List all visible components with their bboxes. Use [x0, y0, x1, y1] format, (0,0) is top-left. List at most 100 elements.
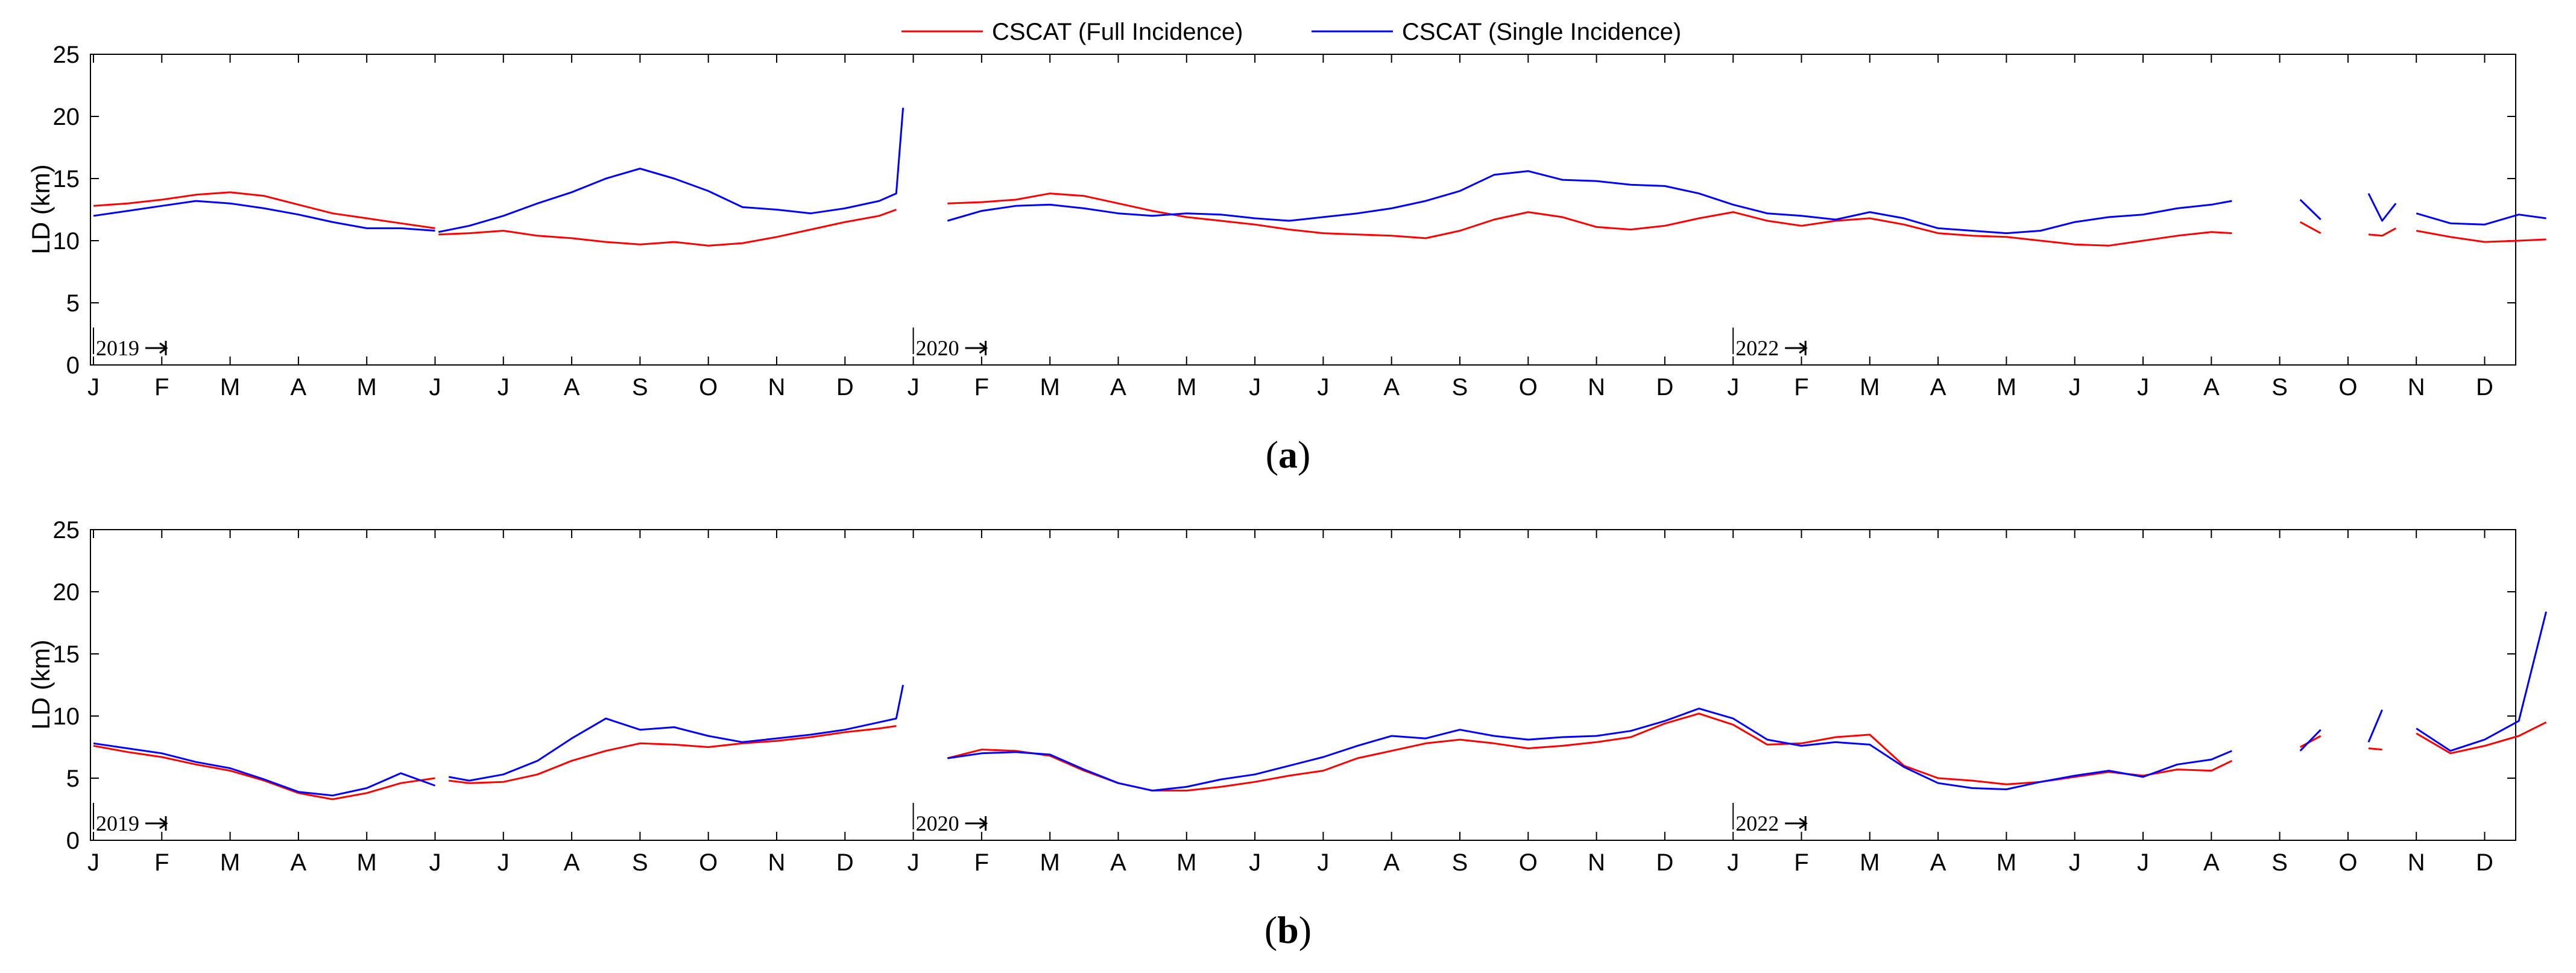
x-tick-label: O: [699, 849, 718, 876]
x-tick-label: O: [699, 374, 718, 401]
year-marker-label: 2020: [916, 811, 959, 835]
x-tick-label: A: [2203, 849, 2220, 876]
series-line-single-incidence: [448, 685, 904, 782]
x-tick-label: D: [1656, 849, 1673, 876]
x-tick-label: F: [1794, 849, 1808, 876]
x-tick-label: J: [497, 849, 510, 876]
caption-close-paren: ): [1299, 908, 1312, 951]
y-tick-label: 10: [53, 228, 80, 255]
series-line-single-incidence: [2299, 729, 2322, 752]
series-line-full-incidence: [2368, 227, 2396, 237]
year-marker-label: 2022: [1735, 336, 1779, 360]
x-tick-label: F: [974, 849, 989, 876]
x-tick-label: N: [2408, 374, 2425, 401]
year-arrow: [145, 816, 168, 831]
x-tick-label: J: [1317, 849, 1329, 876]
series-line-full-incidence: [2416, 230, 2546, 243]
x-tick-label: S: [2271, 374, 2288, 401]
x-tick-label: F: [974, 374, 989, 401]
y-tick-label: 25: [53, 517, 80, 544]
series-line-full-incidence: [449, 725, 897, 784]
series-line-full-incidence: [947, 712, 2232, 792]
x-tick-label: J: [87, 374, 99, 401]
y-tick-label: 15: [53, 641, 80, 668]
x-tick-label: N: [768, 849, 786, 876]
x-tick-label: M: [1176, 374, 1196, 401]
x-tick-label: D: [2476, 374, 2493, 401]
legend: CSCAT (Full Incidence) CSCAT (Single Inc…: [901, 19, 1681, 45]
x-tick-label: D: [1656, 374, 1673, 401]
series-line-full-incidence: [947, 192, 2232, 247]
x-tick-label: N: [1588, 849, 1605, 876]
year-marker-label: 2022: [1735, 811, 1779, 835]
x-tick-label: J: [87, 849, 99, 876]
x-tick-label: S: [1452, 374, 1468, 401]
x-tick-label: M: [357, 849, 377, 876]
x-tick-label: O: [2338, 374, 2357, 401]
x-tick-label: J: [497, 374, 510, 401]
caption-letter: b: [1277, 908, 1299, 951]
series-line-single-incidence: [438, 107, 904, 233]
x-tick-label: N: [2408, 849, 2425, 876]
x-tick-label: A: [291, 849, 307, 876]
x-tick-label: J: [1317, 374, 1329, 401]
x-tick-label: J: [429, 374, 441, 401]
x-tick-label: M: [1997, 374, 2016, 401]
series-line-single-incidence: [2416, 611, 2547, 752]
y-axis-title: LD (km): [27, 164, 55, 254]
series-line-single-incidence: [2367, 193, 2397, 222]
year-arrow: [1785, 816, 1808, 831]
x-tick-label: J: [429, 849, 441, 876]
x-tick-label: F: [154, 374, 169, 401]
x-tick-label: J: [2069, 849, 2081, 876]
plot-frame: [90, 529, 2516, 841]
x-tick-label: J: [908, 849, 920, 876]
x-tick-label: A: [1930, 374, 1946, 401]
series-line-full-incidence: [2299, 221, 2322, 234]
y-axis-title: LD (km): [27, 639, 55, 729]
year-arrow: [145, 341, 168, 355]
x-tick-label: D: [836, 849, 854, 876]
x-tick-label: J: [908, 374, 920, 401]
x-tick-label: N: [1588, 374, 1605, 401]
x-tick-label: A: [1110, 374, 1126, 401]
x-tick-label: F: [1794, 374, 1808, 401]
caption-open-paren: (: [1266, 433, 1278, 476]
plot-frame: [90, 54, 2516, 366]
series-line-full-incidence: [2368, 747, 2382, 751]
x-tick-label: A: [1383, 849, 1400, 876]
x-tick-label: F: [154, 849, 169, 876]
panel-caption: (b): [1264, 908, 1312, 951]
year-arrow: [965, 816, 988, 831]
panel-caption: (a): [1266, 433, 1311, 476]
x-tick-label: S: [632, 374, 648, 401]
series-line-single-incidence: [93, 742, 436, 797]
x-tick-label: M: [1860, 374, 1880, 401]
series-line-single-incidence: [2299, 198, 2322, 221]
x-tick-label: J: [1249, 374, 1261, 401]
caption-open-paren: (: [1264, 908, 1277, 951]
x-tick-label: J: [1727, 849, 1739, 876]
y-tick-label: 0: [66, 352, 80, 379]
x-tick-label: D: [836, 374, 854, 401]
year-arrow: [965, 341, 988, 355]
x-tick-label: O: [2338, 849, 2357, 876]
y-tick-label: 20: [53, 104, 80, 130]
year-marker-label: 2020: [916, 336, 959, 360]
y-tick-label: 0: [66, 828, 80, 854]
y-tick-label: 20: [53, 579, 80, 606]
x-tick-label: A: [291, 374, 307, 401]
x-tick-label: J: [2069, 374, 2081, 401]
x-tick-label: D: [2476, 849, 2493, 876]
y-tick-label: 10: [53, 703, 80, 730]
x-tick-label: A: [564, 849, 580, 876]
series-line-single-incidence: [947, 708, 2232, 792]
series-line-single-incidence: [947, 170, 2232, 235]
year-marker-label: 2019: [96, 811, 139, 835]
x-tick-label: M: [220, 374, 240, 401]
year-marker-label: 2019: [96, 336, 139, 360]
chart-panel-a: LD (km) (a) 0 5 10 15 20 25 J F M A M J J A S O N D J F M A M J…: [27, 42, 2546, 476]
x-tick-label: O: [1519, 849, 1538, 876]
chart-panel-b: LD (km) (b) 0 5 10 15 20 25 J F M A M J J A S O N D J F M A M J…: [27, 517, 2547, 951]
x-tick-label: M: [1040, 374, 1060, 401]
